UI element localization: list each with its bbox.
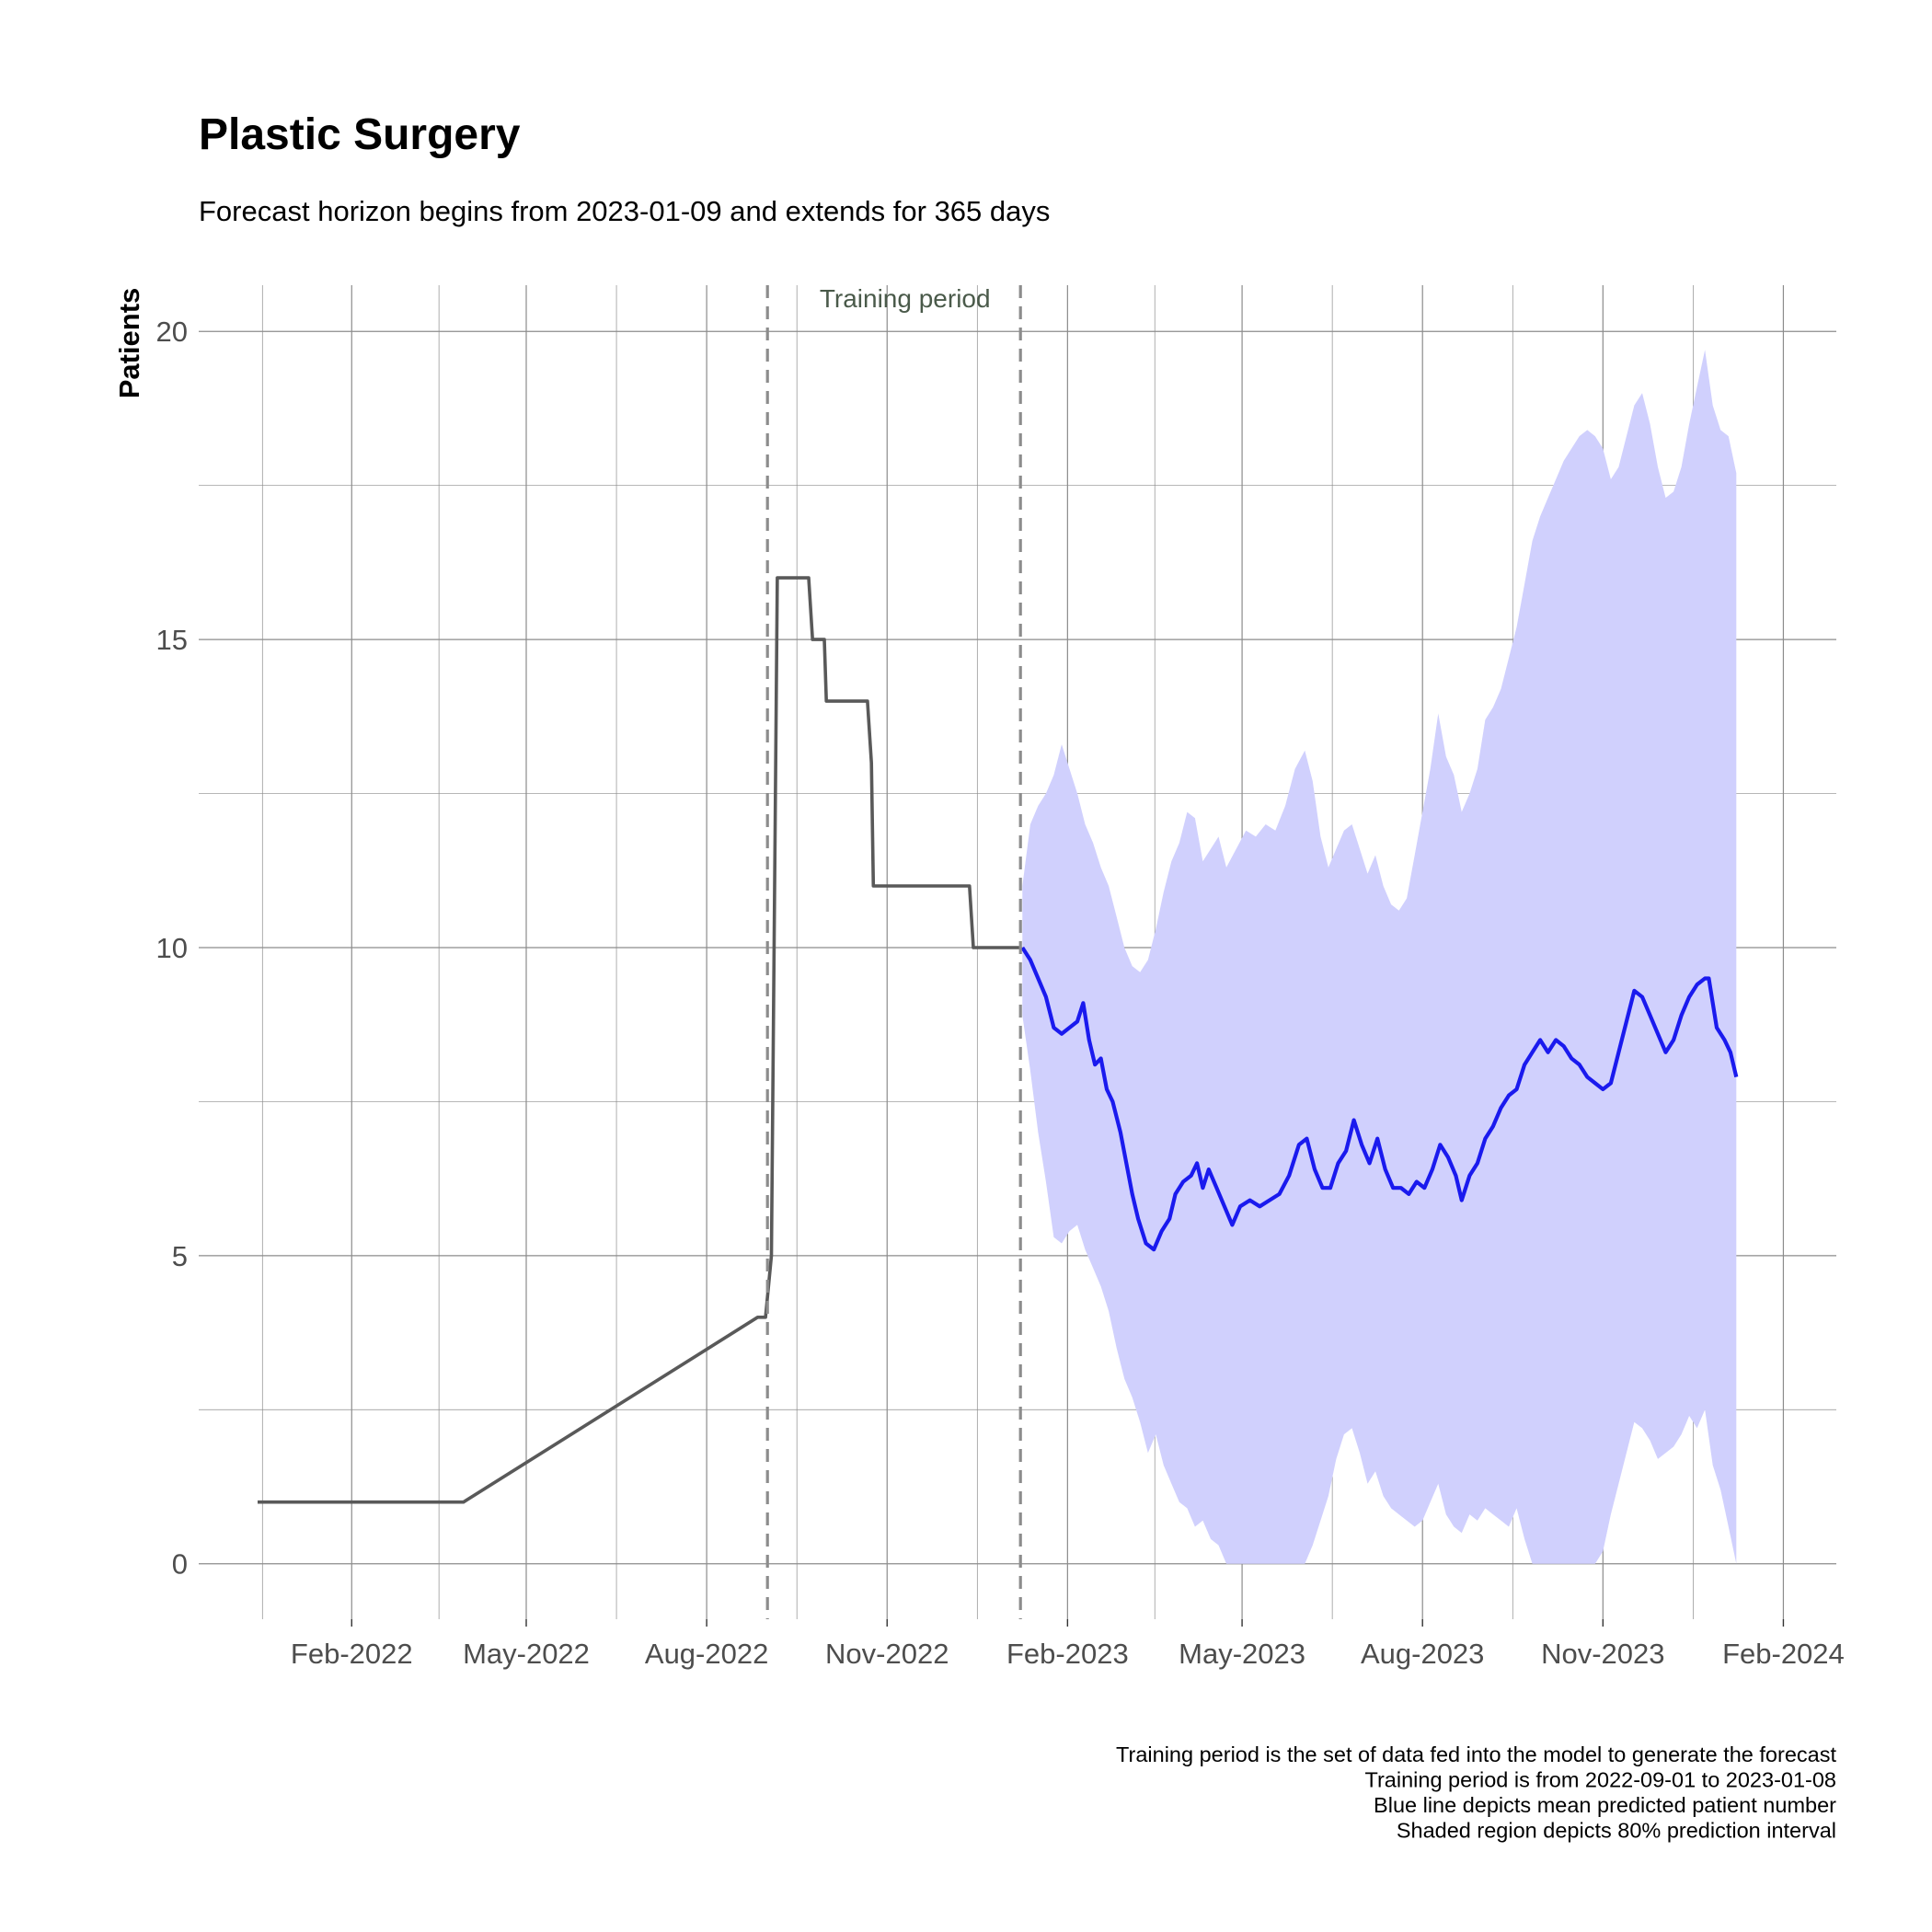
y-tick-label: 15 [156, 624, 188, 656]
caption-line: Training period is the set of data fed i… [1116, 1742, 1836, 1766]
x-tick-label: Feb-2023 [1006, 1638, 1129, 1670]
x-tick-label: Nov-2022 [825, 1638, 949, 1670]
x-tick-label: Feb-2022 [291, 1638, 413, 1670]
x-axis-ticks: Feb-2022 May-2022 Aug-2022 Nov-2022 Feb-2023… [291, 1619, 1845, 1670]
x-tick-label: May-2023 [1179, 1638, 1305, 1670]
chart-caption: Training period is the set of data fed i… [1116, 1742, 1836, 1843]
caption-line: Training period is from 2022-09-01 to 20… [1364, 1768, 1836, 1792]
y-tick-label: 0 [172, 1548, 188, 1581]
observed-series-line [258, 576, 1021, 1504]
y-tick-label: 10 [156, 932, 188, 964]
x-tick-label: May-2022 [463, 1638, 590, 1670]
x-tick-label: Nov-2023 [1541, 1638, 1664, 1670]
y-tick-label: 5 [172, 1240, 188, 1272]
chart-title: Plastic Surgery [199, 110, 521, 159]
caption-line: Blue line depicts mean predicted patient… [1374, 1793, 1836, 1817]
training-period-markers [765, 285, 1022, 1619]
y-axis-ticks: 0 5 10 15 20 [156, 316, 188, 1580]
forecast-mean-line [1020, 946, 1739, 1252]
x-tick-label: Aug-2023 [1361, 1638, 1484, 1670]
training-period-label: Training period [820, 284, 991, 313]
prediction-interval-band [1022, 350, 1737, 1564]
x-tick-label: Feb-2024 [1722, 1638, 1845, 1670]
chart-subtitle: Forecast horizon begins from 2023-01-09 … [199, 195, 1050, 227]
y-axis-title: Patients [113, 288, 145, 399]
caption-line: Shaded region depicts 80% prediction int… [1397, 1819, 1836, 1843]
y-tick-label: 20 [156, 316, 188, 348]
x-tick-label: Aug-2022 [645, 1638, 768, 1670]
